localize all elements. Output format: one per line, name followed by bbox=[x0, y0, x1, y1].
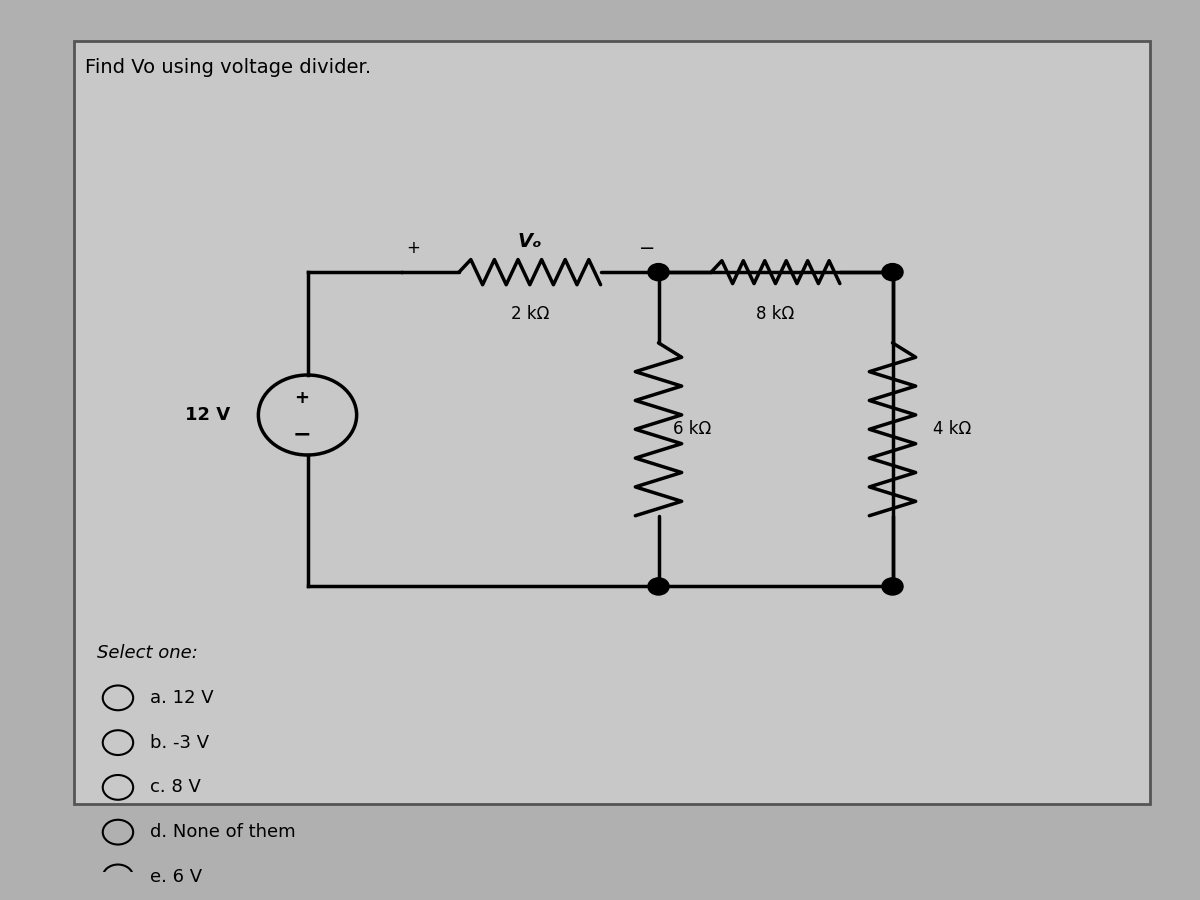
Text: Select one:: Select one: bbox=[97, 644, 198, 662]
Text: a. 12 V: a. 12 V bbox=[150, 688, 214, 706]
FancyBboxPatch shape bbox=[73, 40, 1150, 804]
Text: 2 kΩ: 2 kΩ bbox=[511, 305, 548, 323]
Text: 8 kΩ: 8 kΩ bbox=[756, 305, 794, 323]
Text: Vₒ: Vₒ bbox=[517, 232, 542, 251]
Circle shape bbox=[882, 578, 904, 595]
Text: d. None of them: d. None of them bbox=[150, 824, 295, 842]
Text: +: + bbox=[406, 239, 420, 257]
Circle shape bbox=[648, 264, 670, 281]
Text: 12 V: 12 V bbox=[186, 406, 230, 424]
Text: c. 8 V: c. 8 V bbox=[150, 778, 200, 796]
Text: 4 kΩ: 4 kΩ bbox=[934, 420, 972, 438]
Text: −: − bbox=[638, 238, 655, 257]
Text: −: − bbox=[293, 424, 311, 444]
Text: e. 6 V: e. 6 V bbox=[150, 868, 202, 886]
Circle shape bbox=[882, 264, 904, 281]
Text: b. -3 V: b. -3 V bbox=[150, 734, 209, 752]
Circle shape bbox=[648, 578, 670, 595]
Text: 6 kΩ: 6 kΩ bbox=[672, 420, 710, 438]
Text: Find Vo using voltage divider.: Find Vo using voltage divider. bbox=[85, 58, 371, 76]
Text: +: + bbox=[294, 389, 310, 407]
